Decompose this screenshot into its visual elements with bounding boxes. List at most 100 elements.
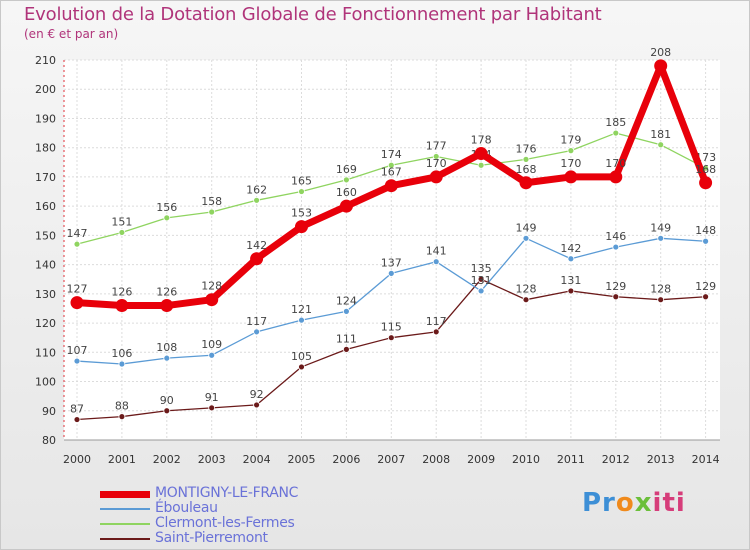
data-point — [342, 345, 350, 353]
data-label: 149 — [650, 221, 671, 234]
data-point — [699, 176, 713, 190]
data-point — [208, 351, 216, 359]
x-tick-label: 2013 — [647, 453, 675, 466]
data-point — [295, 220, 308, 234]
data-point — [612, 293, 620, 301]
data-label: 156 — [156, 201, 177, 214]
data-point — [612, 243, 620, 251]
data-point — [387, 269, 395, 277]
data-label: 149 — [516, 221, 537, 234]
data-point — [118, 360, 126, 368]
y-tick-label: 180 — [35, 142, 56, 155]
data-label: 131 — [560, 274, 581, 287]
data-point — [477, 275, 485, 283]
data-point — [250, 252, 264, 266]
data-label: 90 — [160, 394, 174, 407]
data-label: 146 — [605, 230, 626, 243]
data-label: 128 — [650, 283, 671, 296]
x-tick-label: 2010 — [512, 453, 540, 466]
data-label: 128 — [516, 283, 537, 296]
x-tick-label: 2012 — [602, 453, 630, 466]
data-point — [253, 401, 261, 409]
data-point — [657, 141, 665, 149]
data-label: 177 — [426, 139, 447, 152]
data-label: 137 — [381, 256, 402, 269]
data-label: 141 — [426, 245, 447, 258]
y-tick-label: 100 — [35, 376, 56, 389]
data-label: 115 — [381, 321, 402, 334]
data-point — [432, 328, 440, 336]
y-tick-label: 80 — [42, 434, 56, 447]
legend-swatch — [100, 508, 150, 510]
data-point — [702, 237, 709, 245]
data-label: 208 — [650, 46, 671, 59]
data-label: 106 — [111, 347, 132, 360]
legend-label: MONTIGNY-LE-FRANC — [155, 485, 299, 501]
data-point — [73, 357, 81, 365]
data-point — [342, 176, 350, 184]
data-label: 158 — [201, 195, 222, 208]
data-label: 87 — [70, 403, 84, 416]
data-point — [429, 170, 443, 184]
data-label: 168 — [695, 163, 716, 176]
data-label: 88 — [115, 400, 129, 413]
data-label: 117 — [246, 315, 267, 328]
data-point — [702, 293, 709, 301]
data-point — [298, 188, 305, 195]
chart-title: Evolution de la Dotation Globale de Fonc… — [24, 4, 602, 25]
data-label: 135 — [471, 262, 492, 275]
data-label: 170 — [605, 157, 626, 170]
data-label: 170 — [560, 157, 581, 170]
y-tick-label: 140 — [35, 259, 56, 272]
data-point — [163, 407, 171, 415]
data-label: 108 — [156, 341, 177, 354]
data-point — [612, 129, 620, 137]
x-tick-label: 2007 — [377, 453, 405, 466]
data-label: 170 — [426, 157, 447, 170]
x-tick-label: 2002 — [153, 453, 181, 466]
legend-swatch — [100, 523, 150, 525]
plot-area — [64, 60, 720, 440]
data-label: 128 — [201, 280, 222, 293]
data-point — [522, 296, 530, 304]
y-tick-label: 160 — [35, 200, 56, 213]
data-point — [163, 354, 171, 362]
x-tick-label: 2000 — [63, 453, 91, 466]
data-point — [657, 234, 665, 242]
y-tick-label: 210 — [35, 54, 56, 67]
y-tick-label: 150 — [35, 229, 56, 242]
x-tick-label: 2005 — [288, 453, 316, 466]
data-point — [253, 328, 261, 336]
data-label: 168 — [516, 163, 537, 176]
data-label: 185 — [605, 116, 626, 129]
data-label: 127 — [67, 283, 88, 296]
data-label: 129 — [605, 280, 626, 293]
data-label: 167 — [381, 166, 402, 179]
data-point — [387, 161, 395, 169]
x-tick-label: 2014 — [692, 453, 720, 466]
data-point — [160, 299, 174, 313]
data-label: 181 — [650, 128, 671, 141]
data-label: 178 — [471, 134, 492, 147]
data-label: 126 — [111, 286, 132, 299]
data-point — [205, 293, 219, 307]
x-tick-label: 2011 — [557, 453, 585, 466]
y-tick-label: 130 — [35, 288, 56, 301]
data-point — [522, 155, 530, 163]
data-point — [567, 147, 575, 155]
data-point — [567, 287, 575, 295]
data-point — [253, 196, 261, 204]
data-point — [474, 147, 488, 161]
data-point — [208, 404, 216, 412]
data-label: 131 — [471, 274, 492, 287]
data-point — [163, 214, 171, 222]
x-tick-label: 2001 — [108, 453, 136, 466]
data-label: 142 — [246, 239, 267, 252]
data-label: 176 — [516, 142, 537, 155]
y-tick-label: 190 — [35, 112, 56, 125]
y-tick-label: 120 — [35, 317, 56, 330]
y-tick-label: 170 — [35, 171, 56, 184]
data-point — [118, 413, 126, 421]
x-tick-label: 2008 — [422, 453, 450, 466]
data-point — [564, 170, 578, 184]
